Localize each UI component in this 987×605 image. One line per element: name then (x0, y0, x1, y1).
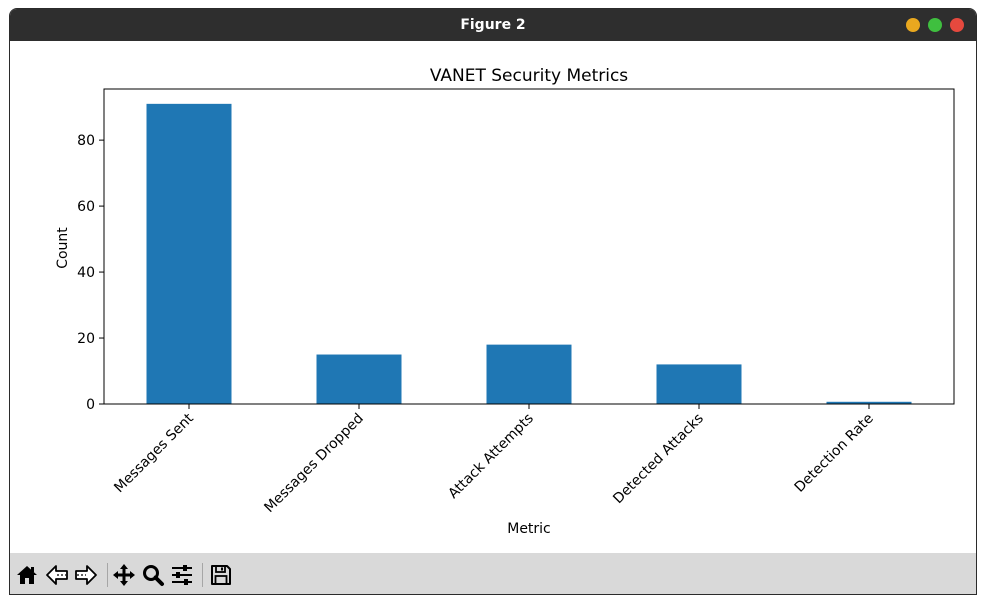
zoom-button[interactable] (140, 562, 166, 588)
pan-icon (113, 564, 135, 586)
zoom-icon (143, 565, 164, 586)
pan-button[interactable] (111, 562, 137, 588)
x-axis-label: Metric (507, 521, 551, 537)
y-tick-label: 80 (77, 133, 95, 149)
forward-icon (75, 565, 97, 585)
window-title: Figure 2 (460, 17, 526, 33)
x-tick-label: Detection Rate (792, 411, 877, 496)
back-icon (46, 565, 68, 585)
minimize-button[interactable] (906, 18, 920, 32)
y-tick-label: 20 (77, 331, 95, 347)
y-axis-label: Count (55, 227, 71, 269)
close-button[interactable] (950, 18, 964, 32)
bar (656, 364, 742, 404)
maximize-button[interactable] (928, 18, 942, 32)
bar (146, 103, 232, 405)
x-tick-label: Attack Attempts (445, 411, 536, 502)
x-tick-label: Messages Dropped (261, 411, 366, 516)
toolbar-separator (107, 563, 108, 587)
home-button[interactable] (14, 562, 40, 588)
navigation-toolbar (10, 553, 976, 594)
figure-window: Figure 2 0 20 40 60 80 Messages Sent Messages… (9, 8, 977, 595)
back-button[interactable] (44, 562, 70, 588)
bar (826, 401, 912, 404)
bar-chart: 0 20 40 60 80 Messages Sent Messages Dropped A… (55, 66, 955, 537)
bar (486, 344, 572, 404)
title-bar: Figure 2 (10, 9, 976, 41)
save-button[interactable] (208, 562, 234, 588)
figure-canvas: 0 20 40 60 80 Messages Sent Messages Dropped A… (10, 41, 976, 553)
configure-subplots-button[interactable] (169, 562, 195, 588)
configure-subplots-icon (172, 565, 192, 585)
home-icon (17, 566, 37, 584)
x-tick-label: Messages Sent (111, 410, 197, 496)
toolbar-separator (202, 563, 203, 587)
y-tick-label: 40 (77, 265, 95, 281)
x-tick-label: Detected Attacks (610, 411, 707, 508)
save-icon (211, 565, 231, 585)
forward-button[interactable] (73, 562, 99, 588)
bar (316, 354, 402, 404)
y-tick-label: 0 (86, 397, 95, 413)
y-tick-label: 60 (77, 199, 95, 215)
chart-title: VANET Security Metrics (430, 66, 628, 86)
